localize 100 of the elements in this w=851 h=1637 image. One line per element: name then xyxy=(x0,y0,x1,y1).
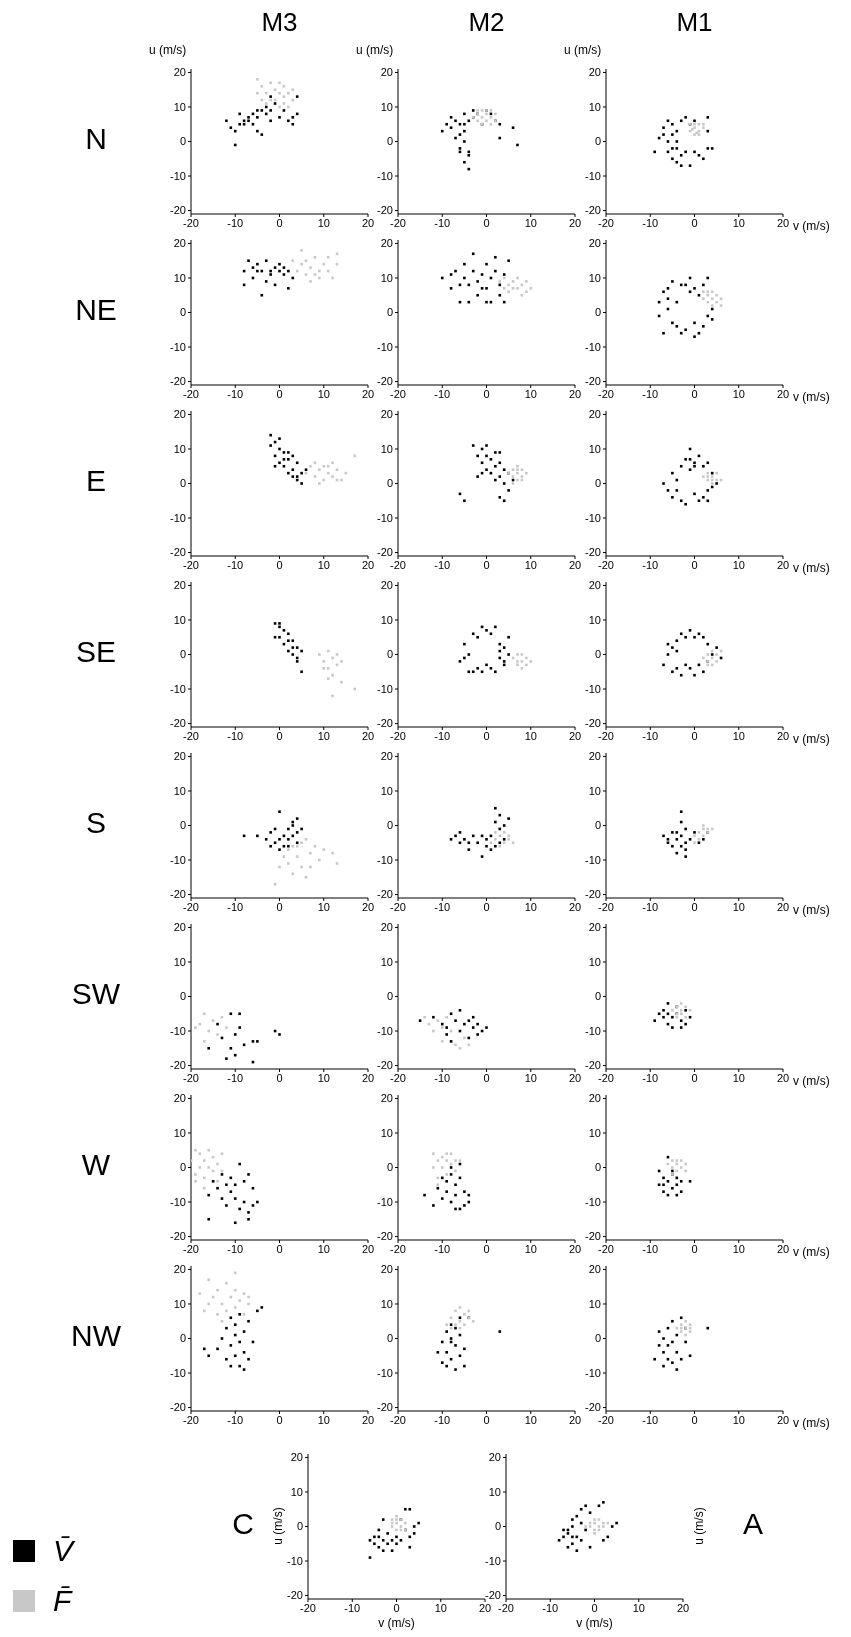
point xyxy=(287,632,290,636)
x-tick-label: 0 xyxy=(276,1071,283,1084)
point xyxy=(684,328,687,332)
y-tick-label: -20 xyxy=(585,1059,601,1072)
x-tick-label: -10 xyxy=(227,1071,244,1084)
point xyxy=(225,1026,228,1029)
y-tick-label: 0 xyxy=(386,990,393,1003)
point xyxy=(247,1173,250,1176)
x-tick-label: -10 xyxy=(434,1242,451,1255)
point xyxy=(671,1319,674,1323)
x-tick-label: 20 xyxy=(568,387,582,400)
y-tick-label: -20 xyxy=(377,204,393,217)
point xyxy=(287,838,290,841)
point xyxy=(662,1351,665,1354)
x-tick-label: 0 xyxy=(691,558,698,571)
y-tick-label: -20 xyxy=(585,888,601,901)
point xyxy=(471,632,475,636)
point xyxy=(684,116,687,119)
point xyxy=(710,475,714,478)
point xyxy=(291,646,295,649)
x-tick-label: -10 xyxy=(434,387,451,400)
y-tick-label: 0 xyxy=(386,648,393,661)
point xyxy=(233,1183,237,1187)
point xyxy=(507,817,510,820)
point xyxy=(331,673,334,677)
chart-title: M3 xyxy=(260,7,299,38)
x-tick-label: 10 xyxy=(732,729,745,742)
y-tick-label: 0 xyxy=(386,1161,393,1174)
point xyxy=(373,1542,376,1546)
point xyxy=(476,280,479,283)
point xyxy=(432,1204,435,1207)
point xyxy=(287,451,290,454)
x-tick-label: -10 xyxy=(434,729,451,742)
y-tick-label: -20 xyxy=(170,1401,186,1414)
y-tick-label: -10 xyxy=(485,1554,501,1567)
point xyxy=(287,844,290,848)
point xyxy=(679,632,683,636)
y-tick-label: 0 xyxy=(179,990,186,1003)
legend-label: F̄ xyxy=(53,1584,72,1618)
x-tick-label: 20 xyxy=(776,1071,790,1084)
point xyxy=(702,475,705,478)
y-tick-label: -10 xyxy=(170,1195,186,1208)
x-tick-label: 20 xyxy=(568,729,582,742)
point xyxy=(207,1148,210,1152)
y-tick-label: 10 xyxy=(173,1297,186,1310)
y-tick-label: 20 xyxy=(173,1263,186,1276)
y-tick-label: 20 xyxy=(380,921,393,934)
point xyxy=(322,667,326,670)
point xyxy=(278,848,281,851)
point xyxy=(671,1159,674,1162)
y-tick-label: 10 xyxy=(173,1126,186,1139)
y-tick-label: -10 xyxy=(377,169,393,182)
x-tick-label: 20 xyxy=(568,558,582,571)
point xyxy=(702,297,705,300)
y-tick-label: -20 xyxy=(287,1589,303,1602)
point xyxy=(684,635,687,639)
point xyxy=(579,1507,583,1511)
point xyxy=(412,1525,416,1528)
y-tick-label: 20 xyxy=(588,750,601,763)
x-tick-label: -20 xyxy=(300,1601,316,1614)
point xyxy=(454,1019,457,1022)
point xyxy=(706,489,710,492)
point xyxy=(602,1525,605,1528)
point xyxy=(706,475,710,478)
point xyxy=(679,464,683,468)
point xyxy=(710,297,714,300)
point xyxy=(498,451,502,454)
point xyxy=(679,1190,683,1193)
y-tick-label: 0 xyxy=(386,135,393,148)
point xyxy=(702,635,705,639)
point xyxy=(278,838,281,841)
point xyxy=(233,1354,237,1358)
x-tick-label: 20 xyxy=(361,387,375,400)
point xyxy=(610,1525,614,1528)
point xyxy=(706,147,710,150)
x-tick-label: 10 xyxy=(632,1601,645,1614)
y-tick-label: -10 xyxy=(377,1366,393,1379)
x-tick-label: 0 xyxy=(276,558,283,571)
point xyxy=(463,1204,466,1207)
x-tick-label: 20 xyxy=(776,216,790,229)
point xyxy=(494,838,497,841)
point xyxy=(463,140,466,143)
point xyxy=(256,1040,259,1043)
point xyxy=(331,475,334,478)
point xyxy=(476,475,479,478)
point xyxy=(679,1166,683,1169)
point xyxy=(225,1183,228,1187)
y-tick-label: -20 xyxy=(585,717,601,730)
y-tick-label: 20 xyxy=(380,750,393,763)
y-tick-label: 10 xyxy=(173,784,186,797)
point xyxy=(502,831,506,834)
point xyxy=(502,482,506,485)
point xyxy=(225,1281,228,1285)
x-axis-title: v (m/s) xyxy=(793,219,830,233)
text: NE xyxy=(74,292,118,327)
x-tick-label: -10 xyxy=(642,900,659,913)
point xyxy=(671,1015,674,1019)
point xyxy=(679,1180,683,1183)
y-tick-label: -20 xyxy=(377,546,393,559)
y-tick-label: 20 xyxy=(173,579,186,592)
